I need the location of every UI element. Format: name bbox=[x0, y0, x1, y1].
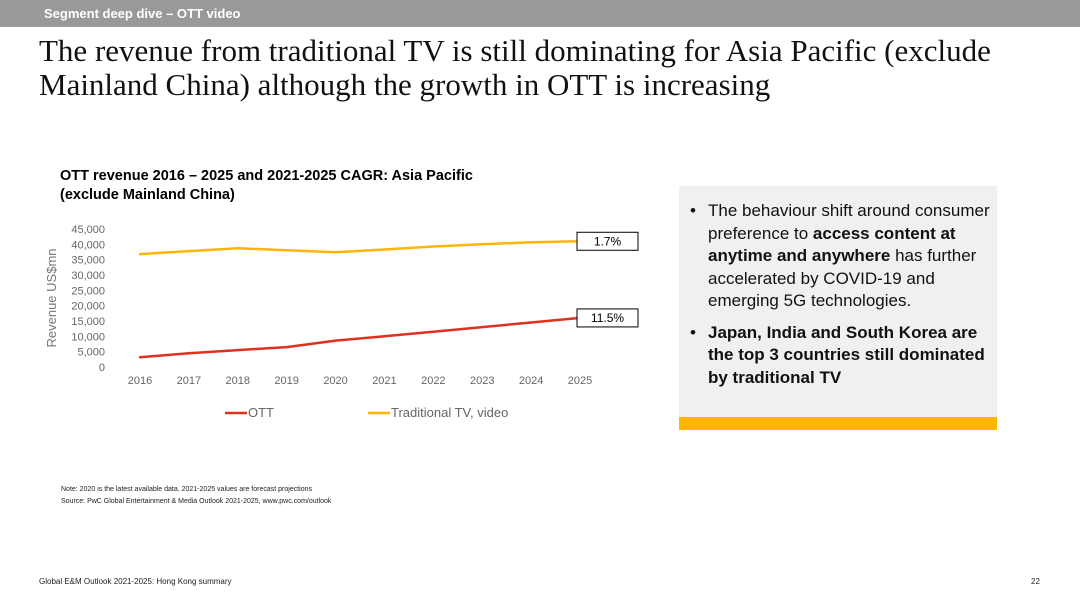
y-tick-label: 30,000 bbox=[71, 270, 105, 282]
legend-label: OTT bbox=[248, 405, 274, 420]
callout-bullet-list: • The behaviour shift around consumer pre… bbox=[690, 200, 990, 398]
data-point-ott bbox=[432, 330, 435, 333]
page-number: 22 bbox=[1031, 577, 1040, 586]
y-tick-label: 45,000 bbox=[71, 224, 105, 236]
data-point-traditional-tv-video bbox=[138, 252, 142, 256]
data-point-traditional-tv-video bbox=[187, 249, 191, 253]
data-point-traditional-tv-video bbox=[236, 247, 239, 250]
y-tick-label: 20,000 bbox=[71, 301, 105, 313]
x-tick-label: 2017 bbox=[177, 375, 201, 387]
data-point-traditional-tv-video bbox=[529, 240, 533, 244]
legend-label: Traditional TV, video bbox=[391, 405, 508, 420]
series-line-traditional-tv-video bbox=[139, 240, 581, 256]
chart-source: Source: PwC Global Entertainment & Media… bbox=[61, 498, 332, 505]
data-point-traditional-tv-video bbox=[285, 248, 288, 252]
cagr-label-box bbox=[576, 231, 639, 251]
section-header-bar: Segment deep dive – OTT video bbox=[0, 0, 1080, 27]
bullet-text: The behaviour shift around consumer pref… bbox=[708, 201, 990, 243]
x-tick-label: 2018 bbox=[226, 375, 250, 387]
y-tick-label: 10,000 bbox=[71, 331, 105, 343]
bullet-emphasis: access content at anytime and anywhere bbox=[708, 223, 956, 266]
bullet-text: has further accelerated by COVID-19 and … bbox=[708, 246, 977, 310]
cagr-label-box bbox=[576, 308, 639, 328]
bullet-icon: • bbox=[690, 201, 696, 220]
bullet-icon: • bbox=[690, 322, 696, 342]
section-label: Segment deep dive – OTT video bbox=[44, 6, 241, 21]
data-point-traditional-tv-video bbox=[383, 248, 386, 251]
x-tick-label: 2019 bbox=[274, 375, 298, 387]
y-tick-label: 5,000 bbox=[77, 347, 105, 359]
y-tick-label: 0 bbox=[99, 362, 105, 374]
revenue-line-chart: Revenue US$mn 45,000 40,000 35,000 30,000 25,… bbox=[44, 224, 639, 420]
series-line-ott bbox=[139, 316, 581, 359]
chart-title: OTT revenue 2016 – 2025 and 2021-2025 CA… bbox=[60, 168, 473, 203]
data-point-ott bbox=[187, 352, 191, 355]
y-axis-label: Revenue US$mn bbox=[44, 249, 59, 348]
data-point-traditional-tv-video bbox=[334, 251, 337, 254]
x-tick-label: 2016 bbox=[128, 375, 152, 387]
y-tick-label: 40,000 bbox=[71, 239, 105, 251]
y-tick-label: 35,000 bbox=[71, 255, 105, 267]
data-point-ott bbox=[481, 325, 484, 329]
data-point-ott bbox=[138, 355, 142, 359]
cagr-label: 11.5% bbox=[591, 311, 624, 325]
data-point-ott bbox=[383, 335, 386, 338]
callout-box bbox=[679, 186, 997, 417]
data-point-ott bbox=[529, 321, 533, 324]
data-point-ott bbox=[334, 339, 337, 342]
data-point-ott bbox=[285, 345, 288, 349]
cagr-label: 1.7% bbox=[594, 234, 622, 248]
x-tick-label: 2020 bbox=[323, 375, 347, 387]
y-tick-label: 25,000 bbox=[71, 285, 105, 297]
y-tick-label: 15,000 bbox=[71, 316, 105, 328]
slide-headline: The revenue from traditional TV is still… bbox=[39, 33, 991, 102]
x-tick-label: 2021 bbox=[372, 375, 396, 387]
bullet-emphasis: Japan, India and South Korea are the top… bbox=[708, 322, 985, 387]
x-tick-label: 2022 bbox=[421, 375, 445, 387]
chart-note: Note: 2020 is the latest available data.… bbox=[61, 486, 312, 493]
footer-title: Global E&M Outlook 2021-2025: Hong Kong … bbox=[39, 577, 232, 586]
data-point-traditional-tv-video bbox=[481, 243, 484, 246]
data-point-traditional-tv-video bbox=[432, 245, 435, 248]
x-tick-label: 2023 bbox=[470, 375, 494, 387]
x-tick-label: 2025 bbox=[568, 375, 592, 387]
x-tick-label: 2024 bbox=[519, 375, 543, 387]
data-point-ott bbox=[236, 348, 239, 352]
callout-bullet-top-countries: • Japan, India and South Korea are the to… bbox=[690, 322, 990, 390]
callout-accent-bar bbox=[679, 417, 997, 430]
callout-bullet-behaviour-shift: • The behaviour shift around consumer pre… bbox=[690, 200, 990, 313]
